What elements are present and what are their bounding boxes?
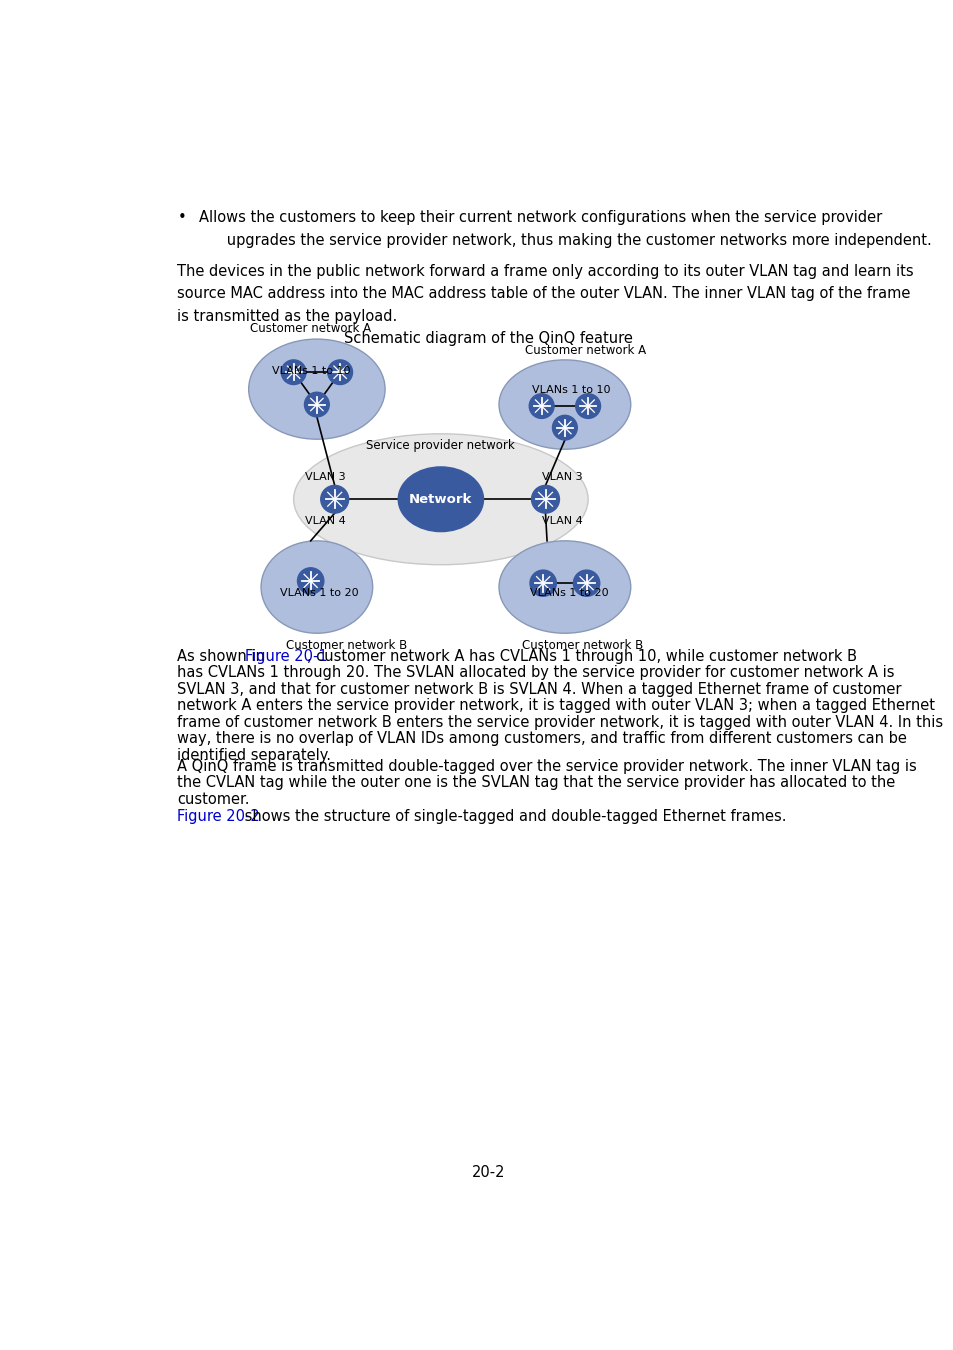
Circle shape <box>328 360 353 385</box>
Text: frame of customer network B enters the service provider network, it is tagged wi: frame of customer network B enters the s… <box>177 716 943 730</box>
Text: VLAN 4: VLAN 4 <box>541 516 581 526</box>
Ellipse shape <box>249 339 385 439</box>
Text: VLAN 3: VLAN 3 <box>541 472 581 482</box>
Text: 20-2: 20-2 <box>472 1165 505 1180</box>
Text: VLANs 1 to 10: VLANs 1 to 10 <box>532 385 610 396</box>
Circle shape <box>573 570 599 597</box>
Ellipse shape <box>261 541 373 633</box>
Text: , customer network A has CVLANs 1 through 10, while customer network B: , customer network A has CVLANs 1 throug… <box>307 648 857 664</box>
Circle shape <box>297 568 323 594</box>
Text: VLANs 1 to 20: VLANs 1 to 20 <box>279 589 358 598</box>
Circle shape <box>529 394 554 418</box>
Ellipse shape <box>498 541 630 633</box>
Circle shape <box>320 486 348 513</box>
Text: Network: Network <box>409 493 472 506</box>
Text: Customer network B: Customer network B <box>521 640 643 652</box>
Ellipse shape <box>294 433 587 564</box>
Text: VLANs 1 to 20: VLANs 1 to 20 <box>530 589 608 598</box>
Text: Schematic diagram of the QinQ feature: Schematic diagram of the QinQ feature <box>344 331 633 347</box>
Ellipse shape <box>397 467 483 532</box>
Text: Figure 20-2: Figure 20-2 <box>177 809 260 824</box>
Text: Service provider network: Service provider network <box>366 439 515 451</box>
Circle shape <box>530 570 556 597</box>
Text: The devices in the public network forward a frame only according to its outer VL: The devices in the public network forwar… <box>177 263 913 324</box>
Text: network A enters the service provider network, it is tagged with outer VLAN 3; w: network A enters the service provider ne… <box>177 698 934 713</box>
Text: Figure 20-1: Figure 20-1 <box>245 648 328 664</box>
Text: Allows the customers to keep their current network configurations when the servi: Allows the customers to keep their curre… <box>199 209 931 247</box>
Ellipse shape <box>498 360 630 450</box>
Text: identified separately.: identified separately. <box>177 748 331 763</box>
Text: •: • <box>177 209 186 224</box>
Circle shape <box>304 393 329 417</box>
Text: the CVLAN tag while the outer one is the SVLAN tag that the service provider has: the CVLAN tag while the outer one is the… <box>177 775 895 790</box>
Text: VLAN 4: VLAN 4 <box>305 516 346 526</box>
Text: As shown in: As shown in <box>177 648 270 664</box>
Text: customer.: customer. <box>177 792 250 807</box>
Circle shape <box>281 360 306 385</box>
Circle shape <box>531 486 558 513</box>
Text: shows the structure of single-tagged and double-tagged Ethernet frames.: shows the structure of single-tagged and… <box>239 809 785 824</box>
Text: A QinQ frame is transmitted double-tagged over the service provider network. The: A QinQ frame is transmitted double-tagge… <box>177 759 916 774</box>
Text: VLANs 1 to 10: VLANs 1 to 10 <box>272 366 350 377</box>
Text: Customer network B: Customer network B <box>286 640 407 652</box>
Text: has CVLANs 1 through 20. The SVLAN allocated by the service provider for custome: has CVLANs 1 through 20. The SVLAN alloc… <box>177 666 894 680</box>
Text: Customer network A: Customer network A <box>524 344 645 356</box>
Circle shape <box>575 394 599 418</box>
Text: SVLAN 3, and that for customer network B is SVLAN 4. When a tagged Ethernet fram: SVLAN 3, and that for customer network B… <box>177 682 901 697</box>
Circle shape <box>552 416 577 440</box>
Text: way, there is no overlap of VLAN IDs among customers, and traffic from different: way, there is no overlap of VLAN IDs amo… <box>177 732 906 747</box>
Text: Customer network A: Customer network A <box>250 323 371 335</box>
Text: VLAN 3: VLAN 3 <box>305 472 346 482</box>
